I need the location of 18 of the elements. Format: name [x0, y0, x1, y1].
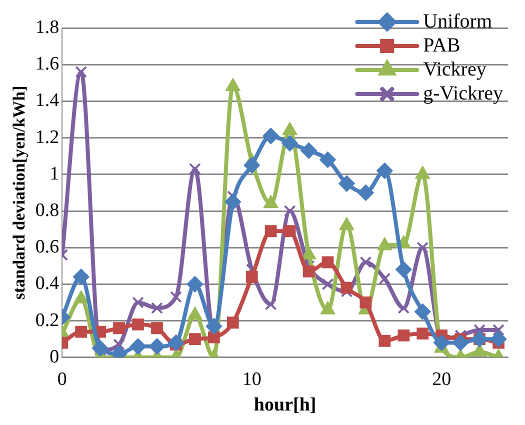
legend-label: Uniform — [423, 10, 492, 32]
y-tick-label: 0.2 — [35, 310, 60, 331]
y-tick-label: 0.8 — [35, 200, 60, 221]
x-tick-label: 10 — [242, 368, 262, 390]
y-tick-label: 1.8 — [35, 16, 60, 38]
legend-label: Vickrey — [423, 58, 486, 80]
y-tick-label: 0.6 — [35, 236, 60, 258]
x-tick-label: 20 — [432, 368, 452, 390]
y-tick-label: 1 — [50, 163, 60, 184]
y-tick-label: 1.6 — [35, 54, 60, 75]
legend-label: PAB — [423, 34, 460, 56]
y-tick-label: 1.2 — [35, 126, 60, 148]
y-tick-label: 0.4 — [35, 273, 60, 294]
y-axis-title: standard deviation[yen/kWh] — [10, 86, 29, 300]
y-tick-label: 0 — [50, 346, 60, 368]
legend-label: g-Vickrey — [423, 82, 503, 104]
x-axis-title: hour[h] — [254, 394, 316, 416]
y-tick-label: 1.4 — [35, 90, 60, 112]
